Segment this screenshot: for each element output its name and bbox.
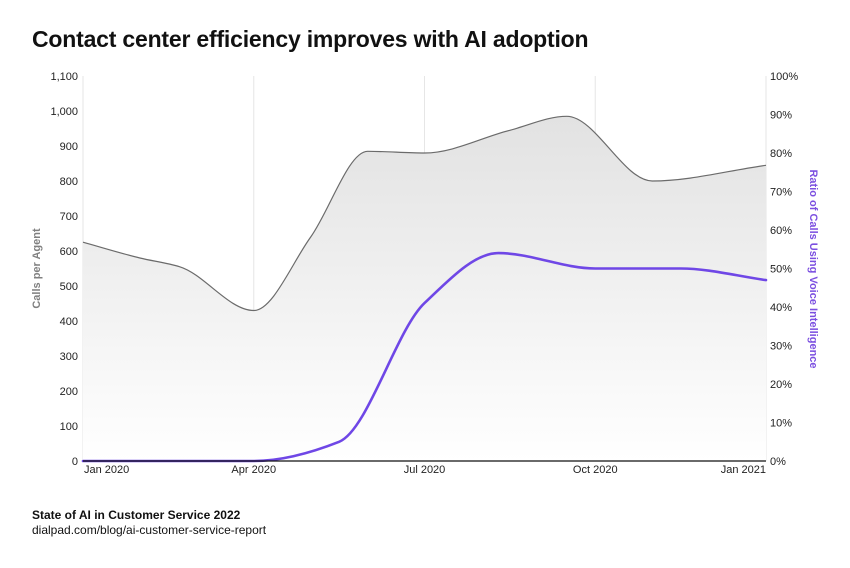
x-tick-label: Jan 2020 bbox=[84, 464, 129, 476]
y-left-tick-label: 200 bbox=[60, 386, 78, 398]
y-right-tick-label: 90% bbox=[770, 110, 792, 122]
y-left-tick-label: 1,100 bbox=[50, 71, 78, 83]
y-right-tick-label: 80% bbox=[770, 148, 792, 160]
chart-title: Contact center efficiency improves with … bbox=[32, 26, 589, 52]
y-right-tick-label: 40% bbox=[770, 302, 792, 314]
x-tick-label: Oct 2020 bbox=[573, 464, 618, 476]
y-left-tick-label: 900 bbox=[60, 141, 78, 153]
y-axis-left-label: Calls per Agent bbox=[31, 228, 43, 309]
x-tick-label: Jan 2021 bbox=[721, 464, 766, 476]
y-right-tick-label: 60% bbox=[770, 225, 792, 237]
source-url: dialpad.com/blog/ai-customer-service-rep… bbox=[32, 523, 267, 537]
x-tick-label: Jul 2020 bbox=[404, 464, 446, 476]
y-axis-right-label: Ratio of Calls Using Voice Intelligence bbox=[807, 169, 819, 368]
y-right-tick-labels: 0% 10% 20% 30% 40% 50% 60% 70% 80% 90% 100% bbox=[770, 71, 798, 468]
y-right-tick-label: 0% bbox=[770, 456, 786, 468]
y-right-tick-label: 30% bbox=[770, 341, 792, 353]
y-left-tick-label: 700 bbox=[60, 211, 78, 223]
y-left-tick-labels: 0 100 200 300 400 500 600 700 800 900 1,000 1,100 bbox=[50, 71, 78, 468]
y-left-tick-label: 800 bbox=[60, 176, 78, 188]
y-right-tick-label: 70% bbox=[770, 187, 792, 199]
y-left-tick-label: 500 bbox=[60, 281, 78, 293]
y-left-tick-label: 600 bbox=[60, 246, 78, 258]
y-left-tick-label: 100 bbox=[60, 421, 78, 433]
y-left-tick-label: 1,000 bbox=[50, 106, 78, 118]
calls-per-agent-area bbox=[83, 116, 766, 462]
y-left-tick-label: 300 bbox=[60, 351, 78, 363]
calls-per-agent-line bbox=[82, 115, 767, 312]
y-left-tick-label: 400 bbox=[60, 316, 78, 328]
x-tick-labels: Jan 2020 Apr 2020 Jul 2020 Oct 2020 Jan 2021 bbox=[84, 464, 766, 476]
x-tick-label: Apr 2020 bbox=[231, 464, 276, 476]
y-right-tick-label: 20% bbox=[770, 379, 792, 391]
source-title: State of AI in Customer Service 2022 bbox=[32, 508, 241, 522]
y-right-tick-label: 10% bbox=[770, 418, 792, 430]
y-right-tick-label: 100% bbox=[770, 71, 798, 83]
y-right-tick-label: 50% bbox=[770, 264, 792, 276]
y-left-tick-label: 0 bbox=[72, 456, 78, 468]
